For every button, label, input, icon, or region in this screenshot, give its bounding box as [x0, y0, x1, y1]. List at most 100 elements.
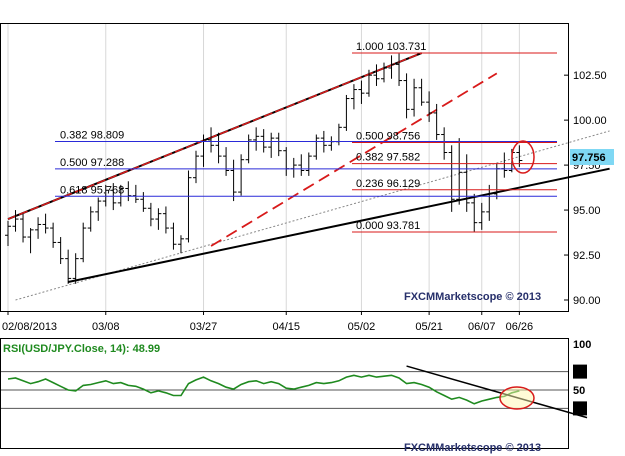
price-panel: 1.000 103.731 0.500 98.756 0.382 97.582 0.2…: [0, 23, 614, 333]
fib-level-label: 0.236 96.129: [356, 178, 420, 190]
price-bar: [418, 78, 425, 106]
price-bar: [208, 127, 215, 153]
date-tick-label: 03/08: [92, 321, 120, 333]
price-y-tick-label: 92.50: [573, 250, 601, 262]
price-bar: [5, 220, 11, 247]
price-y-tick-label: 95.00: [573, 205, 601, 217]
price-plot-frame: [0, 23, 569, 312]
price-bar: [486, 184, 493, 221]
rsi-watermark: FXCMMarketscope © 2013: [404, 442, 541, 454]
retracement-level-label: 0.618 95.768: [60, 184, 124, 196]
rsi-y-tick-label: 100: [573, 339, 591, 351]
price-bar: [27, 228, 34, 254]
price-bar: [12, 210, 19, 232]
price-bar: [170, 222, 177, 250]
price-bar: [268, 132, 275, 158]
price-bar: [193, 150, 199, 184]
price-y-tick-label: 100.00: [573, 115, 607, 127]
date-tick-label: 04/15: [272, 321, 300, 333]
rsi-line: [7, 374, 520, 405]
price-y-tick-label: 102.50: [573, 70, 607, 82]
price-bar: [177, 235, 184, 254]
price-bar: [102, 184, 109, 207]
price-bar: [238, 154, 245, 196]
price-bar: [147, 202, 154, 227]
price-bar: [313, 134, 320, 160]
date-tick-label: 05/02: [348, 321, 376, 333]
price-bar: [456, 138, 463, 205]
price-bar: [305, 152, 312, 176]
price-bar: [358, 80, 365, 104]
price-bar: [381, 62, 387, 83]
price-bar: [57, 237, 64, 265]
date-tick-label: 03/27: [190, 321, 218, 333]
fibonacci-levels: 1.000 103.731 0.500 98.756 0.382 97.582 0.2…: [55, 41, 557, 233]
price-bar: [65, 249, 72, 284]
price-bar: [403, 73, 410, 119]
rsi-y-tick-label: 50: [573, 385, 585, 397]
price-bar: [140, 192, 147, 212]
current-price-box: [570, 149, 614, 165]
price-bar: [253, 127, 260, 151]
price-bar: [42, 213, 49, 234]
rsi-plot-frame: [0, 338, 569, 449]
price-bar: [441, 127, 448, 160]
date-tick-label: 05/21: [415, 321, 443, 333]
fib-level-label: 0.500 98.756: [356, 131, 420, 143]
rsi-level-marker: [573, 401, 587, 416]
rsi-levels: [1, 364, 587, 416]
dotted-trend-line: [15, 130, 610, 301]
price-bar: [245, 134, 252, 164]
price-highlight-circle: [511, 140, 535, 174]
price-bar: [50, 222, 57, 248]
resistance-line-red: [7, 52, 422, 220]
rsi-trendline: [406, 365, 588, 419]
price-bar: [298, 154, 305, 176]
fib-level-label: 1.000 103.731: [356, 41, 426, 53]
price-bar: [132, 184, 139, 203]
price-bar: [350, 84, 357, 110]
trend-lines: [7, 52, 610, 301]
date-tick-label: 06/07: [468, 321, 496, 333]
rsi-highlight-circle: [499, 386, 535, 410]
price-y-tick-label: 90.00: [573, 295, 601, 307]
price-watermark: FXCMMarketscope © 2013: [404, 291, 541, 303]
fib-level-label: 0.000 93.781: [356, 220, 420, 232]
support-line: [67, 167, 610, 283]
price-bar: [35, 217, 42, 239]
price-bar: [215, 132, 222, 164]
price-grid: [7, 24, 520, 311]
date-tick-label: 02/08/2013: [2, 321, 57, 333]
price-bar: [411, 78, 418, 117]
current-price-label: 97.756: [572, 152, 606, 164]
price-bar: [478, 202, 485, 230]
channel-dashed-line: [210, 72, 498, 247]
price-bar: [162, 206, 169, 234]
price-bar: [125, 181, 132, 202]
price-candles: [5, 53, 523, 284]
price-bar: [388, 55, 395, 79]
price-bar: [117, 184, 124, 207]
price-bar: [373, 64, 380, 86]
price-bar: [433, 103, 440, 140]
rsi-title: RSI(USD/JPY.Close, 14): 48.99: [3, 343, 160, 355]
rsi-level-marker: [573, 364, 587, 379]
price-bar: [471, 193, 478, 232]
price-bar: [223, 147, 230, 176]
price-bar: [426, 91, 433, 122]
price-bar: [448, 145, 455, 212]
price-bar: [365, 69, 372, 97]
price-bar: [20, 213, 27, 243]
date-tick-label: 06/26: [506, 321, 534, 333]
price-bar: [72, 253, 79, 284]
rsi-series: [7, 365, 588, 419]
price-bar: [80, 222, 87, 263]
price-bar: [155, 208, 162, 230]
rsi-panel: 100 50 RSI(USD/JPY.Close, 14): 48.99 FXCM…: [0, 338, 591, 454]
fib-level-label: 0.382 97.582: [356, 152, 420, 164]
price-bar: [200, 134, 207, 167]
price-bar: [95, 197, 102, 221]
